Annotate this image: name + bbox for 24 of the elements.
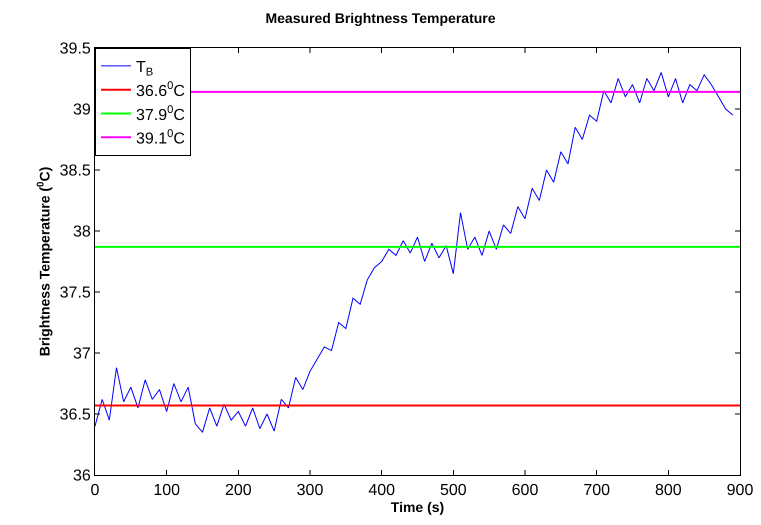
x-tick-label: 200 xyxy=(224,482,252,500)
legend-label: 39.1$^{0}$C xyxy=(136,128,185,148)
y-tick-label: 39 xyxy=(73,102,91,119)
x-tick-label: 400 xyxy=(368,482,396,500)
x-tick-label: 500 xyxy=(440,482,467,500)
x-tick-label: 100 xyxy=(153,482,180,500)
y-tick-label: 37.5 xyxy=(60,284,91,302)
x-tick-label: 300 xyxy=(296,482,324,500)
legend-label: 36.6$^{0}$C xyxy=(136,80,185,100)
legend-label: 37.9$^{0}$C xyxy=(136,104,185,124)
x-tick-label: 900 xyxy=(726,482,754,500)
y-tick-label: 38.5 xyxy=(60,162,91,180)
x-tick-label: 700 xyxy=(583,482,610,500)
chart-title: Measured Brightness Temperature xyxy=(265,10,496,26)
y-tick-label: 36 xyxy=(73,468,91,485)
y-tick-label: 38 xyxy=(73,224,91,241)
x-tick-label: 800 xyxy=(654,482,682,500)
y-tick-label: 36.5 xyxy=(60,406,91,424)
x-tick-label: 600 xyxy=(512,482,538,500)
legend-label: T$_{B}$ xyxy=(136,59,154,78)
y-tick-label: 39.5 xyxy=(60,40,91,58)
y-tick-label: 37 xyxy=(73,346,91,363)
x-axis-title: Time (s) xyxy=(390,499,444,516)
x-tick-label: 0 xyxy=(90,482,100,500)
